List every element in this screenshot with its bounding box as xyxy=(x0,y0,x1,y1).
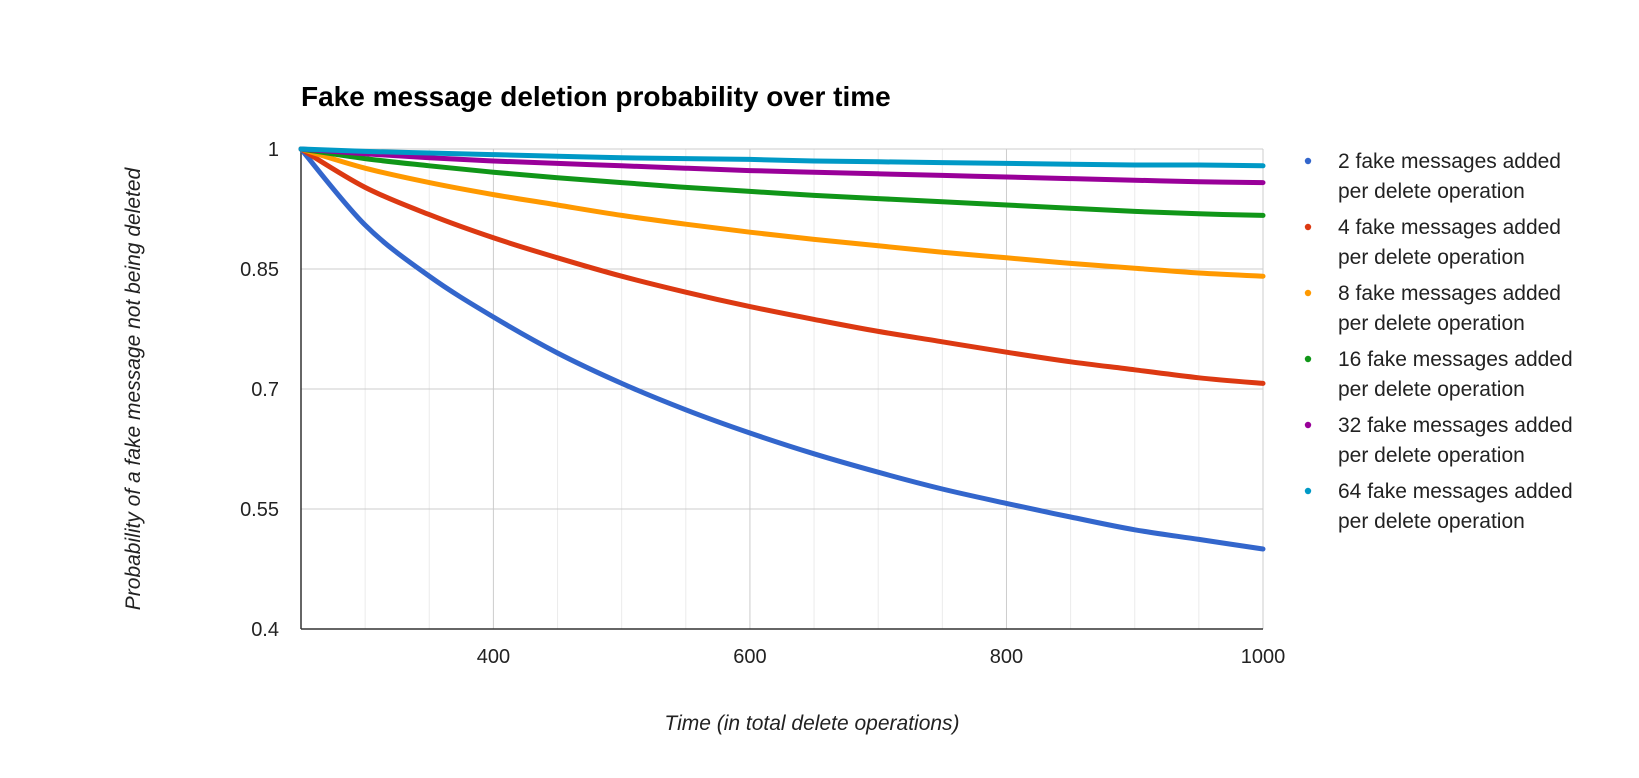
x-axis-title: Time (in total delete operations) xyxy=(664,712,959,735)
legend-marker-4 xyxy=(1304,421,1312,429)
legend-label: 2 fake messages added xyxy=(1338,150,1561,173)
legend-marker-2 xyxy=(1304,289,1312,297)
legend-label: 16 fake messages added xyxy=(1338,348,1573,371)
legend: 2 fake messages added per delete operatio… xyxy=(1304,150,1573,533)
x-tick-label: 600 xyxy=(733,646,766,668)
legend-label: per delete operation xyxy=(1338,312,1525,335)
y-tick-label: 0.7 xyxy=(251,379,279,401)
y-tick-labels: 0.4 0.55 0.7 0.85 1 xyxy=(240,139,279,641)
y-tick-label: 0.4 xyxy=(251,619,279,641)
x-tick-label: 1000 xyxy=(1241,646,1286,668)
x-tick-label: 800 xyxy=(990,646,1023,668)
y-tick-label: 0.55 xyxy=(240,499,279,521)
legend-label: per delete operation xyxy=(1338,444,1525,467)
legend-label: per delete operation xyxy=(1338,246,1525,269)
legend-label: 64 fake messages added xyxy=(1338,480,1573,503)
legend-label: per delete operation xyxy=(1338,378,1525,401)
axes xyxy=(300,149,1263,630)
x-tick-labels: 400 600 800 1000 xyxy=(477,646,1286,668)
y-tick-label: 1 xyxy=(268,139,279,161)
series-line-1 xyxy=(298,146,1266,386)
series-line-0 xyxy=(298,146,1266,552)
x-tick-label: 400 xyxy=(477,646,510,668)
y-axis-title: Probability of a fake message not being … xyxy=(122,166,145,610)
legend-label: 4 fake messages added xyxy=(1338,216,1561,239)
series-line-2 xyxy=(298,146,1266,279)
series-line-4 xyxy=(298,146,1266,186)
series-lines xyxy=(298,146,1266,552)
legend-label: per delete operation xyxy=(1338,510,1525,533)
legend-label: per delete operation xyxy=(1338,180,1525,203)
legend-label: 32 fake messages added xyxy=(1338,414,1573,437)
y-tick-label: 0.85 xyxy=(240,259,279,281)
legend-label: 8 fake messages added xyxy=(1338,282,1561,305)
gridlines xyxy=(301,148,1264,629)
legend-marker-5 xyxy=(1304,487,1312,495)
legend-marker-0 xyxy=(1304,157,1312,165)
legend-marker-3 xyxy=(1304,355,1312,363)
series-line-5 xyxy=(298,146,1266,169)
series-line-3 xyxy=(298,146,1266,218)
chart-title: Fake message deletion probability over t… xyxy=(301,81,891,112)
legend-marker-1 xyxy=(1304,223,1312,231)
